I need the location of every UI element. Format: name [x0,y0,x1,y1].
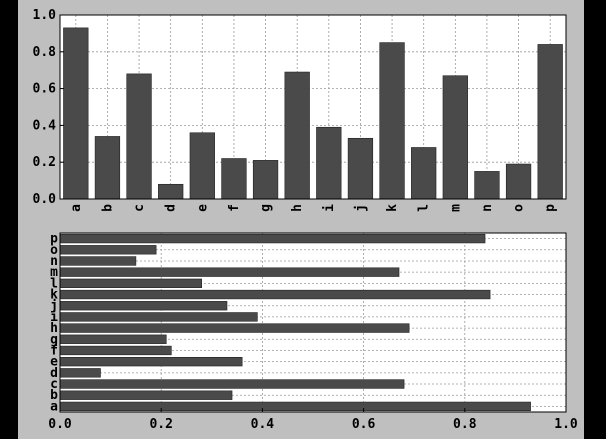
bar-d [158,183,184,200]
bar-p [59,233,486,244]
bar-c [126,73,152,200]
xtick-label: m [448,204,463,212]
ytick-label: 0.0 [33,192,57,207]
ytick-label: k [50,288,58,303]
vertical-bar-chart: 0.0 0.2 0.4 0.6 0.8 1.0 a b c d e f g h i j k l m n o p [33,8,567,212]
chart-canvas: 0.00.20.40.60.81.0a b c d e f g h i j k l m n o p abcde… [33,8,578,432]
xtick-label: l [417,204,432,212]
bar-h [59,323,410,333]
xtick-label: e [195,204,210,212]
bar-l [59,278,202,289]
ytick-label: o [50,243,58,258]
bar-k [59,289,491,300]
xtick-label: c [132,204,147,212]
bar-i [59,312,258,322]
ytick-label: 1.0 [33,8,57,23]
xtick-label: h [290,204,305,212]
xtick-label: g [259,204,274,212]
xtick-label: 0.4 [251,417,275,432]
bar-a [59,401,531,412]
xtick-label: a [69,204,84,212]
xtick-label: 0.2 [149,417,172,432]
xtick-label: o [512,204,527,212]
bar-f [59,345,172,356]
bar-m [59,267,400,277]
xtick-label: j [353,204,368,212]
plot-frame-bottom [59,232,567,413]
bar-n [474,171,500,200]
ytick-label: a [50,399,58,414]
xtick-label: i [322,204,337,212]
xtick-label: 1.0 [554,417,578,432]
ytick-label: 0.8 [33,45,57,60]
bar-g [59,334,167,344]
ytick-label: 0.4 [33,118,57,133]
ytick-label: c [50,377,58,392]
ytick-label: g [50,332,58,347]
bar-f [221,158,247,200]
xtick-label: n [480,204,495,212]
bar-n [59,256,137,266]
ytick-label: d [50,366,58,381]
bar-d [59,368,101,378]
plot-frame-top [59,14,567,200]
ytick-label: n [50,254,58,269]
xtick-label: f [227,204,242,212]
bar-h [284,71,310,200]
xtick-label: d [164,204,179,212]
bar-k [379,42,405,200]
ytick-label: 0.2 [33,155,56,170]
bar-b [59,390,233,400]
ytick-label: l [50,276,58,291]
bar-o [59,245,157,255]
xtick-label: k [385,204,400,212]
bar-l [411,147,437,200]
ytick-label: 0.6 [33,82,57,97]
bar-j [347,137,374,200]
bar-e [189,132,215,200]
bar-m [442,75,468,200]
ytick-label: b [50,388,58,403]
xtick-label: b [100,204,115,212]
xtick-label: 0.6 [352,417,376,432]
xtick-label: 0.0 [48,417,72,432]
bar-g [252,160,279,200]
ytick-label: h [50,321,58,336]
xtick-label: p [543,204,558,212]
ytick-label: i [50,310,58,325]
bar-b [94,136,121,200]
ytick-label: f [50,343,58,358]
xtick-label: 0.8 [453,417,477,432]
ytick-label: p [50,232,58,247]
bar-o [505,163,532,200]
ytick-label: m [50,265,58,280]
bar-i [316,126,342,200]
bar-a [63,27,89,200]
ytick-label: j [50,299,58,314]
bar-e [59,356,243,367]
bar-c [59,379,405,389]
ytick-label: e [50,355,58,370]
bar-j [59,301,228,311]
bar-p [537,44,563,200]
